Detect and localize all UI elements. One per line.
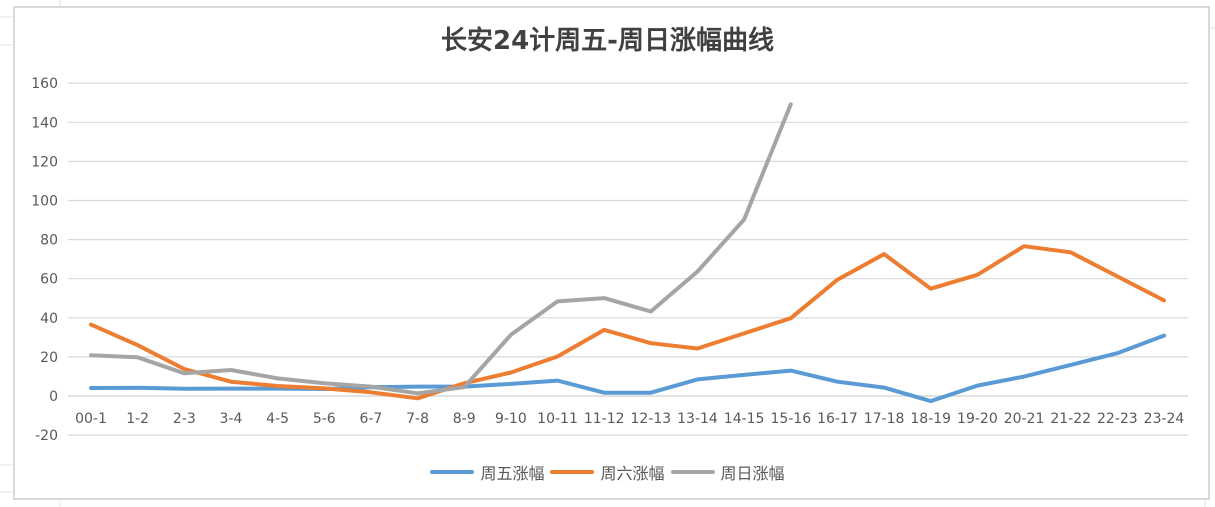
y-tick-label: -20 <box>35 428 58 444</box>
series-line-1[interactable] <box>89 333 1166 404</box>
x-tick-label: 8-9 <box>453 411 476 427</box>
x-tick-label: 14-15 <box>724 411 765 427</box>
x-tick-label: 00-1 <box>75 411 107 427</box>
series-line-3[interactable] <box>89 102 793 396</box>
y-tick-label: 140 <box>31 115 58 131</box>
legend-item-1[interactable]: 周五涨幅 <box>430 460 544 484</box>
legend-item-3[interactable]: 周日涨幅 <box>670 460 785 484</box>
x-tick-label: 20-21 <box>1004 411 1045 427</box>
x-tick-label: 11-12 <box>584 411 625 427</box>
x-tick-label: 19-20 <box>957 411 998 427</box>
x-tick-label: 7-8 <box>406 411 429 427</box>
x-tick-label: 16-17 <box>817 411 858 427</box>
x-tick-label: 9-10 <box>495 411 527 427</box>
legend-line-swatch-icon <box>550 470 595 474</box>
legend-line-swatch-icon <box>670 470 715 474</box>
legend-item-2[interactable]: 周六涨幅 <box>550 460 665 484</box>
legend: 周五涨幅 周六涨幅 周日涨幅 <box>0 460 1215 484</box>
x-tick-label: 21-22 <box>1050 411 1091 427</box>
x-tick-label: 4-5 <box>266 411 289 427</box>
series-line-2[interactable] <box>89 244 1166 401</box>
y-tick-label: 40 <box>40 311 58 327</box>
gridlines <box>68 82 1188 436</box>
x-tick-label: 22-23 <box>1097 411 1138 427</box>
x-tick-label: 6-7 <box>359 411 382 427</box>
x-tick-label: 17-18 <box>864 411 905 427</box>
x-tick-label: 10-11 <box>537 411 578 427</box>
legend-label: 周六涨幅 <box>600 464 665 483</box>
y-tick-label: 20 <box>40 350 58 366</box>
x-axis: 00-1 1-2 2-3 3-4 4-5 5-6 6-7 7-8 8-9 9-10 10-11 11-… <box>75 411 1184 427</box>
x-tick-label: 15-16 <box>770 411 811 427</box>
x-tick-label: 1-2 <box>126 411 149 427</box>
y-tick-label: 80 <box>40 233 58 249</box>
y-tick-label: 60 <box>40 272 58 288</box>
y-tick-label: 160 <box>31 76 58 92</box>
y-tick-label: 100 <box>31 194 58 210</box>
chart-title: 长安24计周五-周日涨幅曲线 <box>441 26 774 56</box>
legend-label: 周日涨幅 <box>720 464 785 483</box>
x-tick-label: 13-14 <box>677 411 718 427</box>
legend-label: 周五涨幅 <box>480 464 545 483</box>
x-tick-label: 23-24 <box>1144 411 1185 427</box>
x-tick-label: 18-19 <box>910 411 951 427</box>
y-tick-label: 0 <box>49 389 58 405</box>
y-axis: -20 0 20 40 60 80 100 120 140 160 <box>31 76 58 444</box>
legend-line-swatch-icon <box>430 470 475 474</box>
x-tick-label: 2-3 <box>173 411 196 427</box>
x-tick-label: 3-4 <box>220 411 243 427</box>
y-tick-label: 120 <box>31 154 58 170</box>
x-tick-label: 5-6 <box>313 411 336 427</box>
x-tick-label: 12-13 <box>630 411 671 427</box>
